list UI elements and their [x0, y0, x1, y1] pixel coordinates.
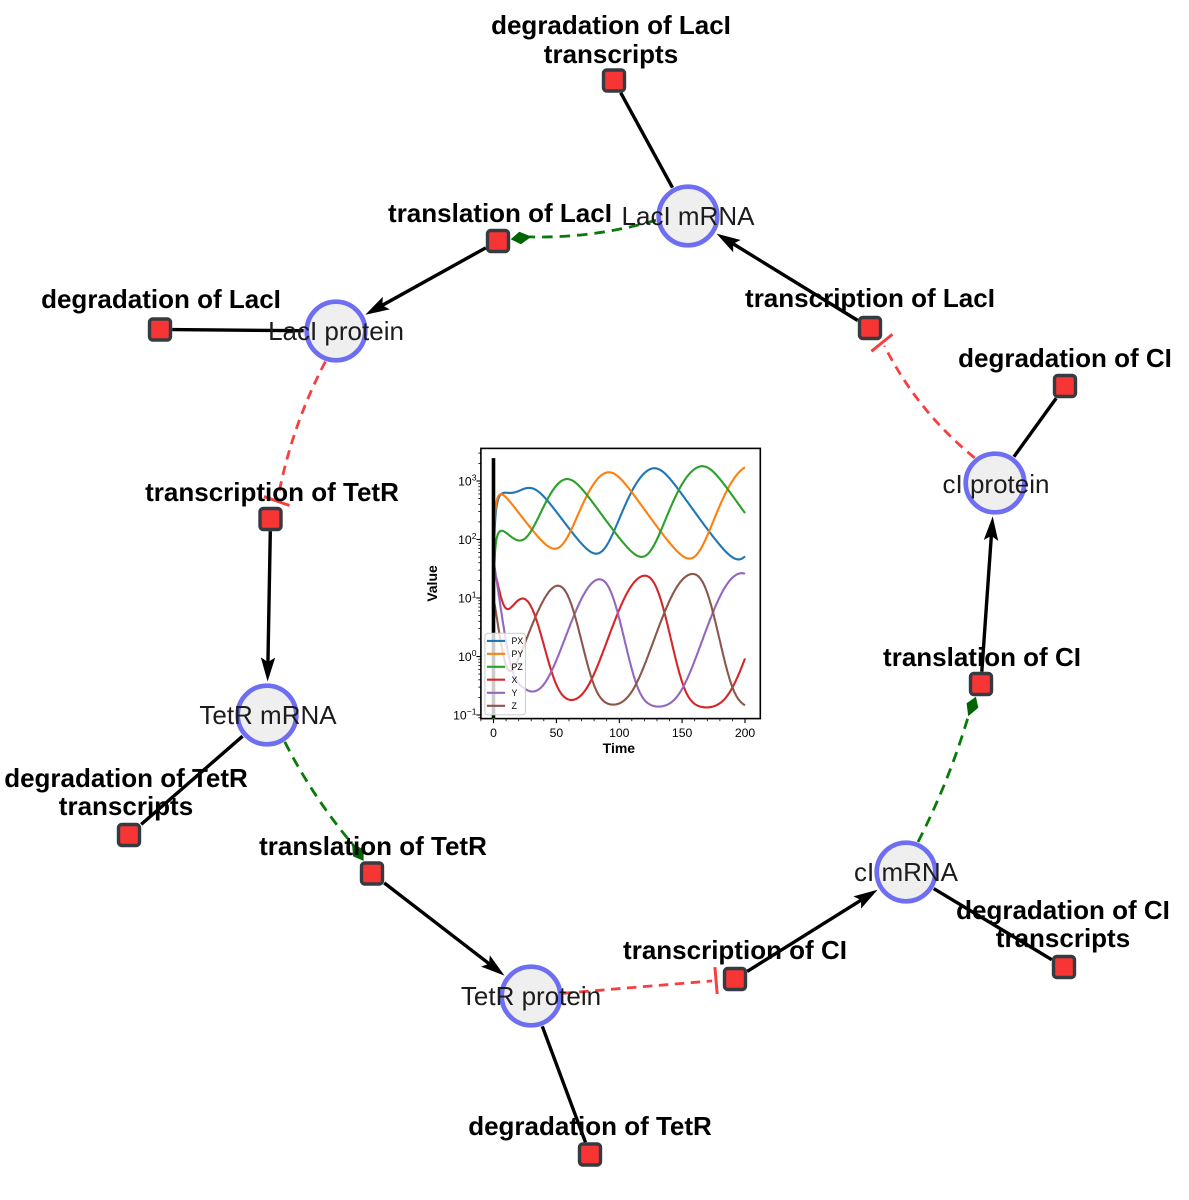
svg-text:transcripts: transcripts — [996, 923, 1130, 953]
svg-text:TetR protein: TetR protein — [461, 981, 601, 1011]
svg-text:Time: Time — [603, 740, 636, 756]
svg-text:Value: Value — [424, 565, 440, 602]
svg-text:cI mRNA: cI mRNA — [854, 857, 959, 887]
svg-text:PY: PY — [512, 649, 524, 659]
svg-text:PX: PX — [512, 636, 524, 646]
svg-text:transcription of TetR: transcription of TetR — [145, 477, 399, 507]
svg-text:transcription of CI: transcription of CI — [623, 935, 847, 965]
svg-text:150: 150 — [672, 726, 693, 740]
svg-text:translation of LacI: translation of LacI — [388, 198, 612, 228]
svg-text:LacI mRNA: LacI mRNA — [622, 201, 756, 231]
svg-text:degradation of LacI: degradation of LacI — [41, 284, 281, 314]
svg-text:degradation of TetR: degradation of TetR — [468, 1111, 712, 1141]
svg-text:LacI protein: LacI protein — [268, 316, 404, 346]
svg-text:degradation of CI: degradation of CI — [956, 895, 1170, 925]
svg-text:transcription of LacI: transcription of LacI — [745, 283, 995, 313]
svg-text:translation of CI: translation of CI — [883, 642, 1081, 672]
svg-text:Y: Y — [512, 688, 518, 698]
svg-text:transcripts: transcripts — [59, 791, 193, 821]
svg-text:X: X — [512, 675, 518, 685]
svg-text:degradation of CI: degradation of CI — [958, 343, 1172, 373]
svg-text:degradation of LacI: degradation of LacI — [491, 10, 731, 40]
svg-text:TetR mRNA: TetR mRNA — [199, 700, 337, 730]
svg-text:0: 0 — [490, 726, 497, 740]
svg-text:Z: Z — [512, 701, 518, 711]
svg-text:degradation of TetR: degradation of TetR — [4, 763, 248, 793]
svg-text:cI protein: cI protein — [943, 469, 1050, 499]
svg-text:100: 100 — [609, 726, 630, 740]
svg-text:translation of TetR: translation of TetR — [259, 831, 487, 861]
svg-text:200: 200 — [735, 726, 756, 740]
svg-text:PZ: PZ — [512, 662, 524, 672]
svg-text:50: 50 — [550, 726, 564, 740]
svg-text:transcripts: transcripts — [544, 39, 678, 69]
